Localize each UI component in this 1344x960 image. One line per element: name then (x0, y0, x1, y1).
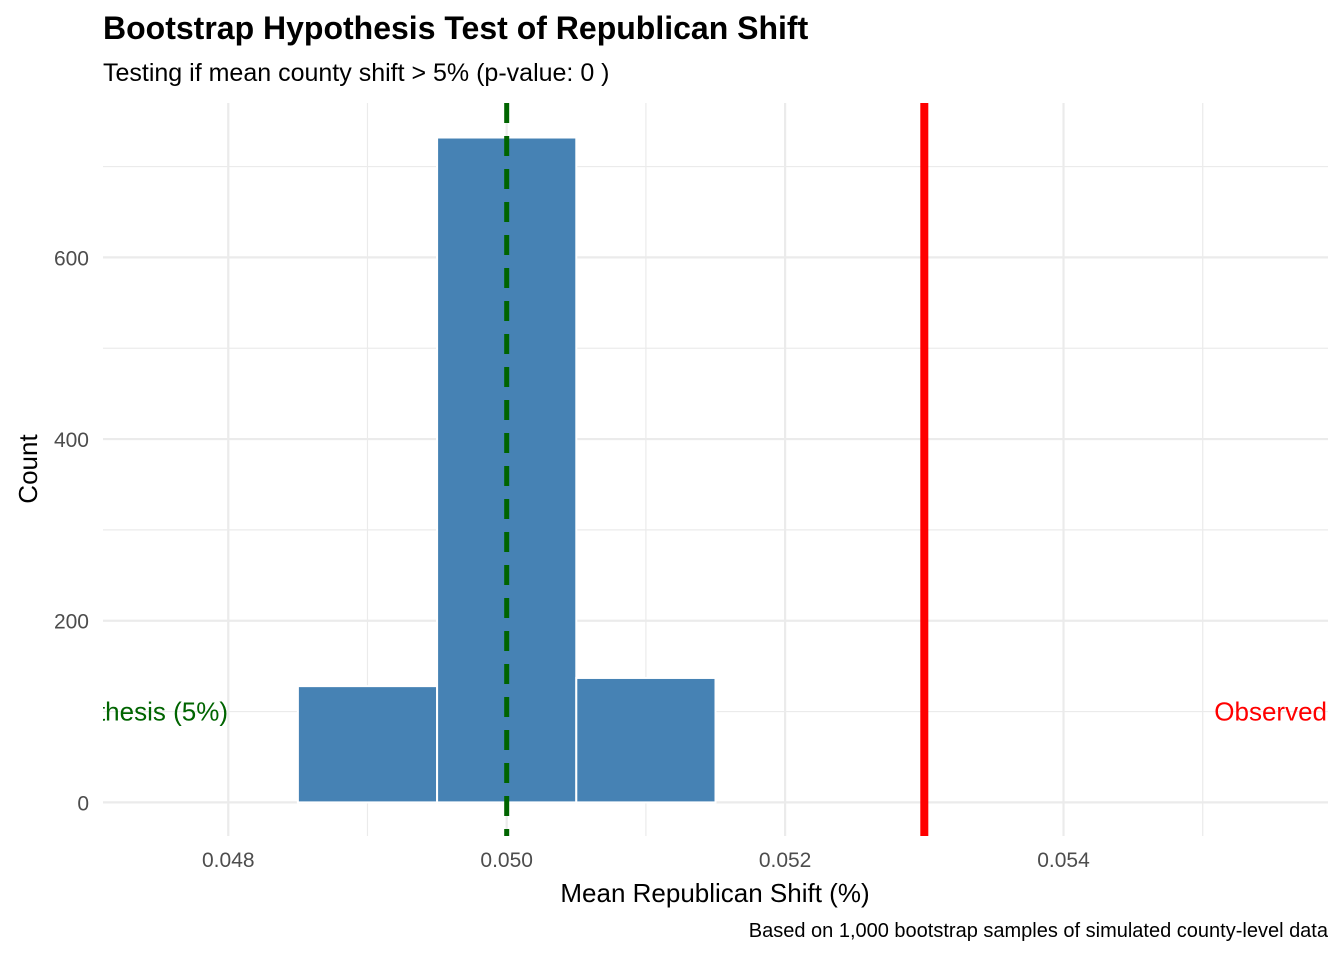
histogram-bar (575, 676, 717, 804)
chart-title: Bootstrap Hypothesis Test of Republican … (103, 10, 809, 46)
histogram-bar (296, 685, 439, 804)
chart-subtitle: Testing if mean county shift > 5% (p-val… (103, 59, 610, 87)
y-tick-label: 600 (54, 247, 89, 270)
reference-labels: Null Hypothesis (5%) Observed (0, 697, 1327, 727)
x-axis-title: Mean Republican Shift (%) (560, 878, 869, 908)
y-tick-label: 200 (54, 611, 89, 634)
y-tick-label: 400 (54, 429, 89, 452)
null-hypothesis-label: Null Hypothesis (5%) (0, 697, 228, 727)
chart-caption: Based on 1,000 bootstrap samples of simu… (748, 920, 1328, 942)
reference-lines (504, 103, 929, 836)
x-tick-label: 0.054 (1037, 849, 1090, 872)
y-axis-title: Count (13, 434, 43, 504)
x-tick-label: 0.050 (480, 849, 533, 872)
observed-label: Observed (1214, 697, 1327, 727)
y-tick-label: 0 (77, 792, 89, 815)
x-tick-label: 0.052 (759, 849, 812, 872)
x-tick-label: 0.048 (202, 849, 255, 872)
x-axis-ticks: 0.048 0.050 0.052 0.054 (202, 849, 1090, 872)
y-axis-ticks: 0 200 400 600 (54, 247, 89, 815)
